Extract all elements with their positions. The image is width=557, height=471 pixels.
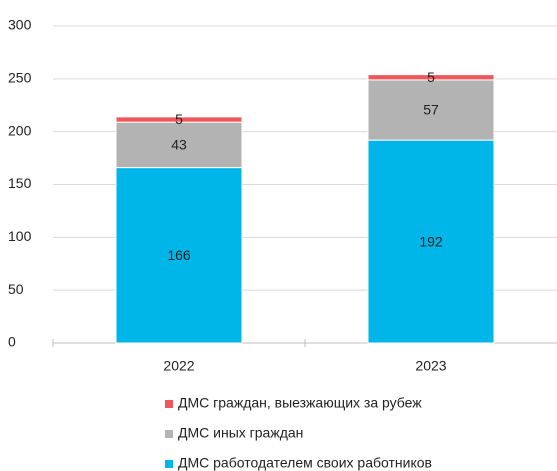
bar-segment [367, 74, 495, 81]
x-tick-label: 2023 [415, 358, 446, 374]
data-label: 166 [167, 247, 191, 263]
y-tick-label: 150 [8, 175, 32, 191]
y-tick-label: 50 [8, 281, 24, 297]
y-tick-label: 300 [8, 17, 32, 33]
y-tick-label: 250 [8, 70, 32, 86]
legend-swatch [165, 460, 173, 468]
data-label: 57 [423, 102, 439, 118]
bar-segment [115, 167, 243, 344]
legend-label: ДМС иных граждан [178, 425, 303, 441]
data-label: 5 [427, 69, 435, 85]
legend-label: ДМС работодателем своих работников [178, 455, 432, 471]
data-label: 5 [175, 111, 183, 127]
legend-swatch [165, 430, 173, 438]
legend-label: ДМС граждан, выезжающих за рубеж [178, 395, 422, 411]
legend-swatch [165, 400, 173, 408]
y-tick-label: 0 [8, 334, 16, 350]
bar-segment [115, 121, 243, 169]
data-label: 43 [171, 137, 187, 153]
data-label: 192 [419, 233, 443, 249]
y-tick-label: 100 [8, 228, 32, 244]
y-tick-label: 200 [8, 122, 32, 138]
x-tick-label: 2022 [163, 358, 194, 374]
bar-segment [367, 79, 495, 141]
bar-segment [115, 116, 243, 123]
bar-segment [367, 139, 495, 344]
